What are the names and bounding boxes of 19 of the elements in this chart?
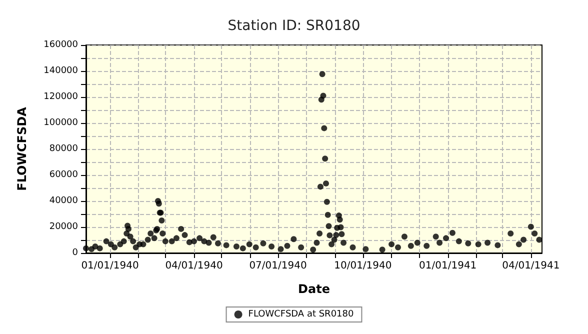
y-axis-title: FLOWCFSDA bbox=[15, 106, 29, 191]
y-tick-label: 140000 bbox=[44, 66, 78, 76]
x-tick-label: 01/01/1941 bbox=[419, 260, 477, 272]
x-tick-label: 04/01/1941 bbox=[502, 260, 560, 272]
legend-label: FLOWCFSDA at SR0180 bbox=[248, 310, 354, 320]
y-tick-label: 60000 bbox=[49, 170, 78, 180]
y-tick-label: 100000 bbox=[44, 118, 78, 128]
y-tick-label: 160000 bbox=[44, 40, 78, 50]
y-tick-label: 40000 bbox=[49, 196, 78, 206]
x-tick-label: 04/01/1940 bbox=[165, 260, 223, 272]
y-tick-label: 0 bbox=[72, 248, 78, 258]
y-tick-label: 80000 bbox=[49, 144, 78, 154]
chart-title: Station ID: SR0180 bbox=[228, 18, 360, 34]
y-tick-label: 20000 bbox=[49, 222, 78, 232]
x-axis-title: Date bbox=[298, 282, 330, 296]
x-tick-label: 01/01/1940 bbox=[81, 260, 139, 272]
x-tick-label: 07/01/1940 bbox=[249, 260, 307, 272]
y-tick-label: 120000 bbox=[44, 92, 78, 102]
x-tick-label: 10/01/1940 bbox=[334, 260, 392, 272]
